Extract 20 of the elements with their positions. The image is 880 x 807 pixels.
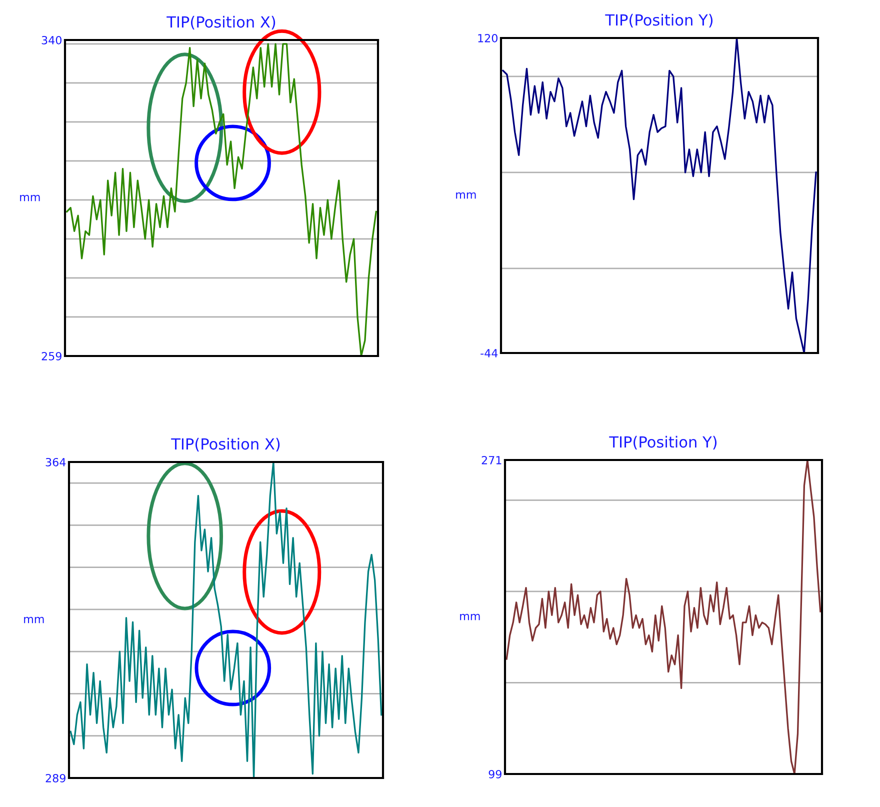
y-tick-label: -44 — [480, 349, 498, 358]
y-axis-title: mm — [24, 616, 44, 624]
y-axis-title: mm — [460, 614, 480, 620]
y-tick-label: 99 — [488, 770, 502, 778]
y-tick-label: 259 — [42, 352, 62, 360]
y-tick-label: 289 — [46, 774, 66, 782]
line-series — [502, 38, 817, 353]
y-tick-label: 271 — [482, 456, 502, 464]
y-tick-label: 120 — [478, 34, 498, 42]
chart-title: TIP(Position Y) — [605, 14, 713, 28]
line-series — [70, 462, 382, 778]
y-axis-title: mm — [20, 194, 40, 202]
y-axis-title: mm — [456, 192, 476, 199]
y-tick-label: 340 — [42, 36, 62, 44]
chart-title: TIP(Position X) — [166, 16, 276, 30]
line-series — [506, 460, 822, 774]
line-series — [66, 43, 377, 356]
chart-title: TIP(Position X) — [171, 438, 280, 452]
chart-title: TIP(Position Y) — [609, 436, 717, 450]
y-tick-label: 364 — [46, 458, 66, 466]
